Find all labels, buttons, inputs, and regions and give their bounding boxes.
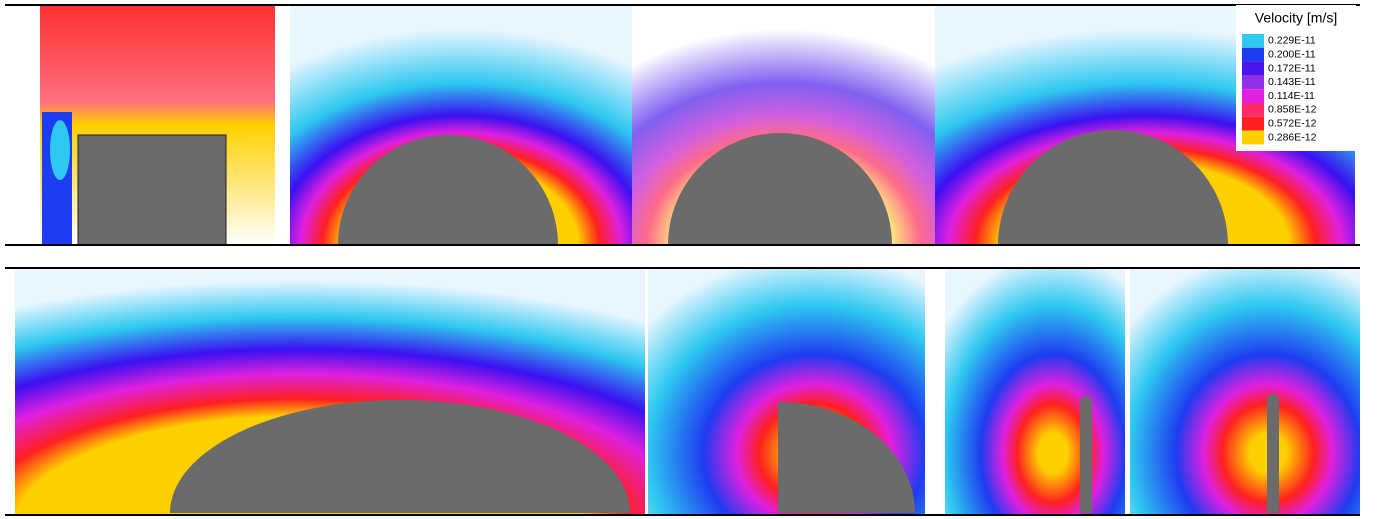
vortex [50, 120, 70, 180]
legend-label: 0.143E-11 [1268, 76, 1316, 88]
legend-title: Velocity [m/s] [1255, 10, 1337, 26]
color-swatch [1242, 103, 1264, 117]
legend-label: 0.172E-11 [1268, 62, 1316, 74]
panel [1130, 268, 1360, 515]
color-swatch [1242, 131, 1264, 145]
obstacle [78, 135, 226, 245]
obstacle [1267, 394, 1279, 513]
color-swatch [1242, 62, 1264, 76]
color-swatch [1242, 75, 1264, 89]
color-swatch [1242, 48, 1264, 62]
color-swatch [1242, 89, 1264, 103]
color-swatch [1242, 34, 1264, 48]
bottom-row [5, 268, 1360, 515]
color-swatch [1242, 117, 1264, 131]
panel [945, 268, 1125, 515]
legend-label: 0.114E-11 [1268, 90, 1315, 102]
legend: Velocity [m/s] 0.229E-110.200E-11 0.172E-… [1236, 5, 1356, 151]
legend-label: 0.858E-12 [1268, 104, 1317, 116]
top-row [5, 5, 1360, 245]
figure: Velocity [m/s] 0.229E-110.200E-11 0.172E-… [0, 0, 1379, 519]
legend-label: 0.229E-11 [1268, 35, 1316, 47]
obstacle [1080, 396, 1092, 513]
legend-label: 0.286E-12 [1268, 131, 1317, 143]
legend-label: 0.200E-11 [1268, 48, 1316, 60]
legend-label: 0.572E-12 [1268, 117, 1317, 129]
